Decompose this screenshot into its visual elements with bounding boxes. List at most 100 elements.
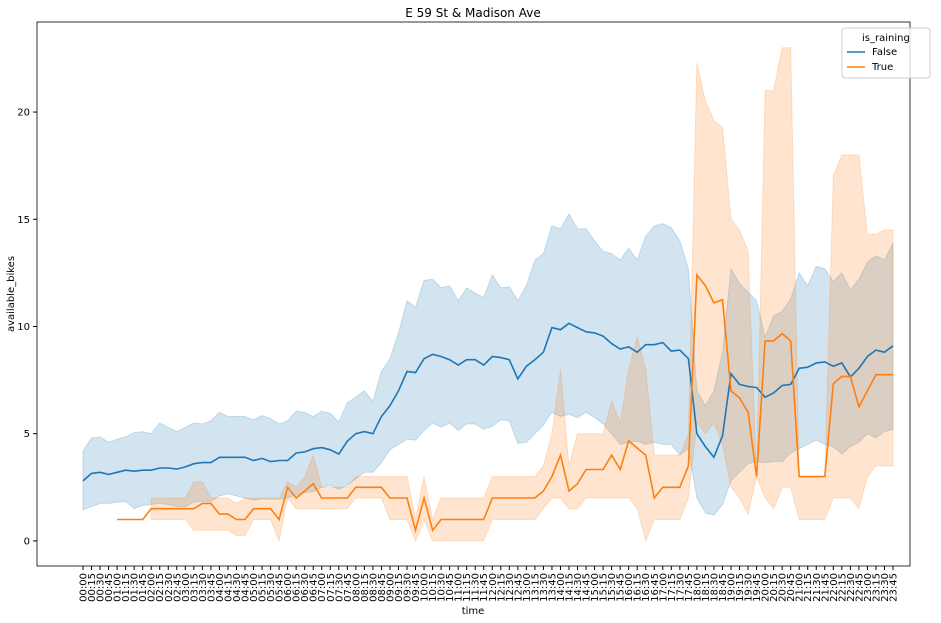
x-tick-label: 19:45 (752, 573, 763, 602)
x-tick-label: 03:30 (198, 573, 209, 602)
x-tick-label: 01:15 (121, 573, 132, 602)
x-tick-label: 03:15 (189, 573, 200, 602)
x-tick-label: 12:00 (488, 573, 499, 602)
x-tick-label: 05:00 (249, 573, 260, 602)
x-tick-label: 20:30 (778, 573, 789, 602)
x-tick-label: 18:45 (718, 573, 729, 602)
x-tick-label: 00:15 (87, 573, 98, 602)
x-tick-label: 03:00 (181, 573, 192, 602)
x-tick-label: 06:00 (283, 573, 294, 602)
y-tick-label: 20 (17, 108, 30, 119)
x-tick-label: 16:30 (641, 573, 652, 602)
x-tick-label: 19:30 (744, 573, 755, 602)
x-tick-label: 01:30 (130, 573, 141, 602)
x-tick-label: 23:15 (871, 573, 882, 602)
x-tick-label: 13:15 (530, 573, 541, 602)
x-tick-label: 20:45 (786, 573, 797, 602)
x-tick-label: 00:00 (79, 573, 90, 602)
x-tick-label: 09:45 (411, 573, 422, 602)
confidence-band (82, 212, 894, 516)
x-tick-label: 06:45 (309, 573, 320, 602)
x-tick-label: 22:30 (846, 573, 857, 602)
x-tick-label: 13:00 (522, 573, 533, 602)
x-tick-label: 21:00 (795, 573, 806, 602)
x-tick-label: 07:45 (343, 573, 354, 602)
x-tick-label: 02:00 (147, 573, 158, 602)
x-tick-label: 12:45 (513, 573, 524, 602)
x-tick-label: 02:45 (172, 573, 183, 602)
x-tick-label: 02:30 (164, 573, 175, 602)
x-axis-label: time (462, 606, 485, 617)
x-tick-label: 14:45 (582, 573, 593, 602)
x-tick-label: 01:45 (138, 573, 149, 602)
x-tick-label: 23:00 (863, 573, 874, 602)
x-tick-label: 22:45 (854, 573, 865, 602)
x-tick-label: 16:00 (624, 573, 635, 602)
x-tick-label: 22:15 (837, 573, 848, 602)
x-tick-label: 21:45 (820, 573, 831, 602)
x-tick-label: 18:30 (709, 573, 720, 602)
x-tick-label: 14:00 (556, 573, 567, 602)
x-tick-label: 22:00 (829, 573, 840, 602)
x-tick-label: 07:15 (326, 573, 337, 602)
legend-box (841, 27, 931, 79)
x-tick-label: 11:15 (462, 573, 473, 602)
x-tick-label: 00:30 (96, 573, 107, 602)
x-tick-label: 11:30 (471, 573, 482, 602)
x-tick-label: 04:45 (241, 573, 252, 602)
x-tick-label: 18:15 (701, 573, 712, 602)
x-tick-label: 15:00 (590, 573, 601, 602)
chart-title: E 59 St & Madison Ave (405, 6, 540, 20)
confidence-band (150, 47, 894, 543)
x-tick-label: 05:15 (258, 573, 269, 602)
x-tick-label: 08:15 (360, 573, 371, 602)
x-tick-label: 12:30 (505, 573, 516, 602)
x-tick-label: 04:15 (223, 573, 234, 602)
y-tick-label: 10 (17, 322, 30, 333)
x-tick-label: 16:15 (633, 573, 644, 602)
x-tick-label: 23:30 (880, 573, 891, 602)
x-tick-label: 17:45 (684, 573, 695, 602)
x-tick-label: 16:45 (650, 573, 661, 602)
x-tick-label: 09:00 (385, 573, 396, 602)
x-tick-label: 08:30 (368, 573, 379, 602)
x-tick-label: 21:30 (812, 573, 823, 602)
x-tick-label: 21:15 (803, 573, 814, 602)
x-tick-label: 17:15 (667, 573, 678, 602)
legend-label: True (871, 62, 893, 73)
x-tick-label: 15:30 (607, 573, 618, 602)
x-tick-label: 10:15 (428, 573, 439, 602)
x-tick-label: 05:30 (266, 573, 277, 602)
y-tick-label: 5 (24, 429, 30, 440)
x-tick-label: 17:00 (658, 573, 669, 602)
x-tick-label: 13:45 (547, 573, 558, 602)
x-tick-label: 12:15 (496, 573, 507, 602)
x-tick-label: 08:00 (351, 573, 362, 602)
x-tick-label: 06:30 (300, 573, 311, 602)
x-tick-label: 10:00 (420, 573, 431, 602)
x-tick-label: 05:45 (275, 573, 286, 602)
x-tick-label: 07:00 (317, 573, 328, 602)
plot-frame (36, 21, 911, 567)
x-tick-label: 14:30 (573, 573, 584, 602)
x-tick-label: 20:15 (769, 573, 780, 602)
x-tick-label: 09:30 (403, 573, 414, 602)
x-tick-label: 07:30 (334, 573, 345, 602)
x-tick-label: 08:45 (377, 573, 388, 602)
x-tick-label: 15:45 (616, 573, 627, 602)
x-tick-label: 04:00 (215, 573, 226, 602)
x-tick-label: 02:15 (155, 573, 166, 602)
x-tick-label: 20:00 (761, 573, 772, 602)
x-tick-label: 09:15 (394, 573, 405, 602)
line (117, 272, 893, 534)
x-tick-label: 03:45 (206, 573, 217, 602)
x-tick-label: 06:15 (292, 573, 303, 602)
line (82, 322, 894, 482)
x-tick-label: 04:30 (232, 573, 243, 602)
legend-title: is_raining (862, 33, 910, 44)
x-tick-label: 15:15 (599, 573, 610, 602)
x-tick-label: 13:30 (539, 573, 550, 602)
x-tick-label: 19:15 (735, 573, 746, 602)
x-tick-label: 00:45 (104, 573, 115, 602)
